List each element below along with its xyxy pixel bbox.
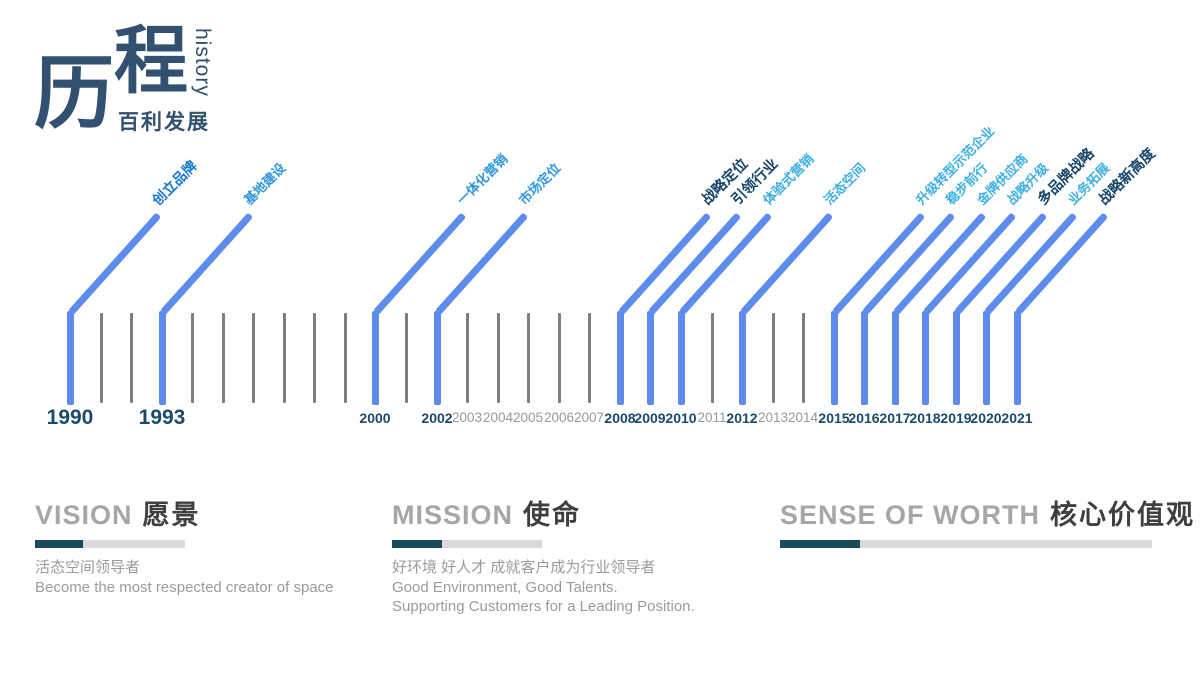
timeline-tick-2002 [433,311,441,405]
value-body-line: 好环境 好人才 成就客户成为行业领导者 [392,559,656,576]
value-heading-en: MISSION [392,500,514,530]
year-label-2014: 2014 [787,410,819,425]
year-label-2004: 2004 [482,410,514,425]
timeline-tick-2010 [677,311,685,405]
year-label-2002: 2002 [421,410,453,426]
title-char-cheng: 程 [114,19,188,102]
event-label-2000: 一体化营销 [453,151,511,208]
year-label-1990: 1990 [46,406,94,429]
timeline-diagonal-1990 [67,212,161,316]
value-body-line: Good Environment, Good Talents. [392,578,618,596]
year-label-2000: 2000 [359,410,391,426]
value-progress-bar-fill [780,540,860,548]
value-body-text: 好环境 好人才 成就客户成为行业领导者 Good Environment, Goo… [392,558,695,617]
timeline-tick-1990 [66,311,74,405]
timeline-tick-2000 [371,311,379,405]
value-progress-bar [780,540,1152,548]
value-heading-zh: 使命 [523,500,582,530]
timeline-tick-2008 [616,311,624,405]
timeline-tick-2014 [801,313,805,403]
timeline-tick-2018 [921,311,929,405]
event-label-2002: 市场定位 [515,160,564,208]
year-label-2013: 2013 [757,410,789,425]
timeline-tick-2016 [860,311,868,405]
timeline-tick-2019 [952,311,960,405]
value-heading-vision: VISION 愿景 [35,500,333,530]
timeline-tick-1999 [343,313,347,403]
year-label-2008: 2008 [604,410,636,426]
timeline-diagonal-1993 [159,212,253,316]
year-label-2006: 2006 [543,410,575,425]
value-body-text: 活态空间领导者 Become the most respected creator… [35,558,333,597]
title-char-li: 历 [34,49,114,138]
year-label-2018: 2018 [909,410,941,426]
timeline-tick-2009 [646,311,654,405]
value-section-mission: MISSION 使命好环境 好人才 成就客户成为行业领导者 Good Environ… [392,500,695,617]
value-heading-en: SENSE OF WORTH [780,500,1041,530]
value-heading-zh: 愿景 [142,500,201,530]
timeline: 创立品牌 1990 基地建设 1993 一体化营销 2000 市场定位 2002 2003 200… [46,123,1159,429]
event-label-1993: 基地建设 [240,160,289,208]
timeline-tick-1991 [99,313,103,403]
year-label-2020: 2020 [970,410,1002,426]
year-label-2010: 2010 [665,410,697,426]
title-en-vertical: history [191,28,214,97]
title-subtitle: 百利发展 [118,111,210,134]
timeline-tick-2003 [465,313,469,403]
timeline-tick-2020 [982,311,990,405]
timeline-tick-2006 [557,313,561,403]
timeline-tick-2004 [496,313,500,403]
year-label-2005: 2005 [512,410,544,425]
timeline-tick-2007 [587,313,591,403]
value-heading-zh: 核心价值观 [1050,500,1196,530]
value-section-sense-of-worth: SENSE OF WORTH 核心价值观 [780,500,1195,548]
value-body-line: Supporting Customers for a Leading Posit… [392,598,695,615]
timeline-tick-1992 [129,313,133,403]
timeline-tick-1993 [158,311,166,405]
timeline-tick-2005 [526,313,530,403]
year-label-2003: 2003 [451,410,483,425]
value-progress-bar [35,540,185,548]
value-heading-en: VISION [35,500,133,530]
value-progress-bar-fill [392,540,442,548]
year-label-2009: 2009 [634,410,666,426]
value-progress-bar-fill [35,540,83,548]
value-progress-bar [392,540,542,548]
year-label-1993: 1993 [138,406,186,429]
value-body-line: 活态空间领导者 [35,559,141,576]
timeline-tick-2011 [710,313,714,403]
value-heading-sense-of-worth: SENSE OF WORTH 核心价值观 [780,500,1195,530]
timeline-tick-2015 [830,311,838,405]
timeline-tick-1998 [312,313,316,403]
year-label-2007: 2007 [573,410,605,425]
timeline-tick-1997 [282,313,286,403]
timeline-tick-2021 [1013,311,1021,405]
timeline-tick-2012 [738,311,746,405]
year-label-2011: 2011 [697,410,727,425]
timeline-tick-1994 [190,313,194,403]
value-heading-mission: MISSION 使命 [392,500,695,530]
year-label-2016: 2016 [848,410,880,426]
timeline-tick-2001 [404,313,408,403]
year-label-2012: 2012 [726,410,758,426]
value-section-vision: VISION 愿景活态空间领导者 Become the most respected… [35,500,333,597]
event-label-2012: 活态空间 [820,160,869,208]
year-label-2019: 2019 [940,410,972,426]
year-label-2015: 2015 [818,410,850,426]
timeline-tick-2013 [771,313,775,403]
year-label-2017: 2017 [879,410,911,426]
event-label-1990: 创立品牌 [148,157,200,209]
year-label-2021: 2021 [1001,410,1033,426]
value-body-line: Become the most respected creator of spa… [35,578,334,596]
timeline-tick-1996 [251,313,255,403]
values-row: VISION 愿景活态空间领导者 Become the most respected… [0,500,1200,640]
timeline-tick-2017 [891,311,899,405]
timeline-tick-1995 [221,313,225,403]
